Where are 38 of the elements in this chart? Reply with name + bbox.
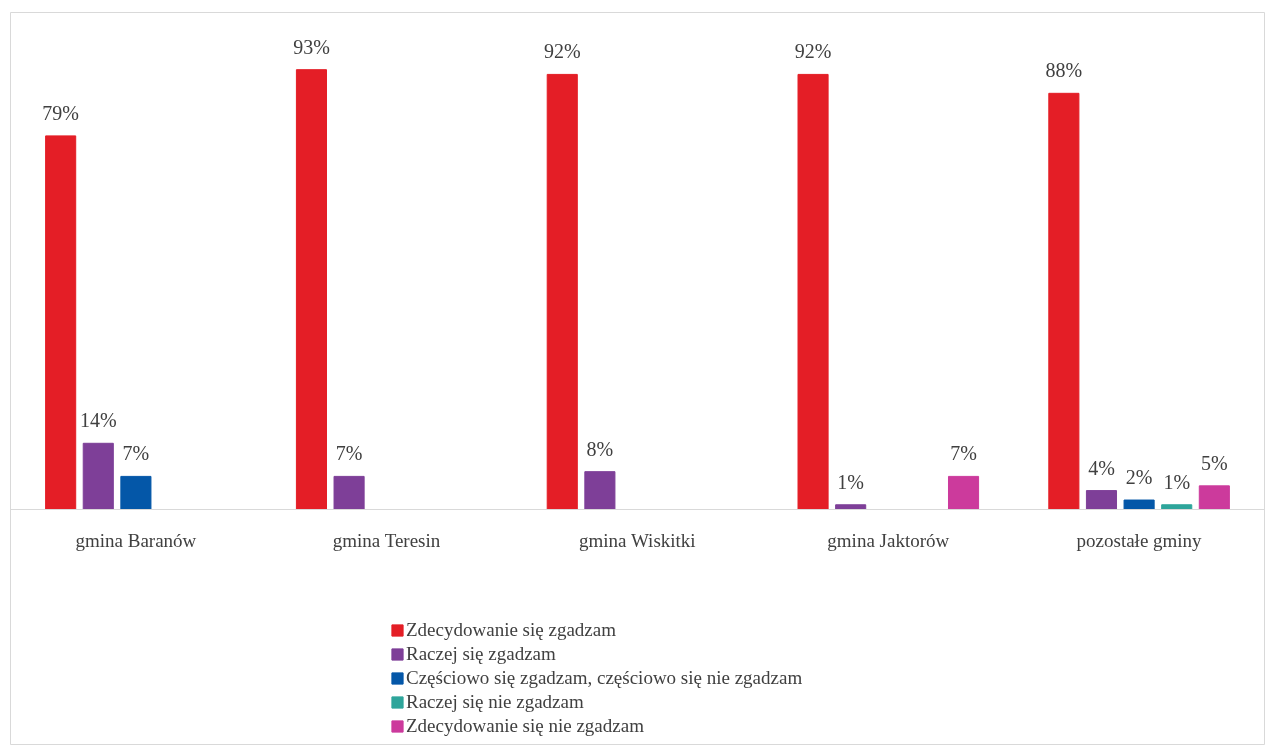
data-label: 2% (1125, 466, 1153, 489)
bar (45, 135, 77, 510)
bar (82, 442, 114, 510)
x-tick-label: gmina Baranów (75, 529, 197, 551)
data-label: 92% (794, 40, 832, 63)
bar (1198, 485, 1230, 510)
legend-label: Częściowo się zgadzam, częściowo się nie zgadzam (406, 667, 803, 689)
bar (1123, 499, 1155, 510)
bar (546, 73, 578, 510)
bar (1048, 92, 1080, 510)
bar (797, 73, 829, 510)
data-label: 1% (837, 470, 865, 493)
x-tick-label: gmina Wiskitki (579, 529, 696, 551)
bar (120, 475, 152, 510)
x-tick-label: gmina Jaktorów (827, 529, 950, 551)
x-tick-label: pozostałe gminy (1076, 529, 1203, 551)
legend-label: Zdecydowanie się nie zgadzam (406, 715, 644, 737)
data-label: 92% (543, 40, 581, 63)
data-label: 4% (1088, 456, 1115, 479)
bar (295, 69, 328, 510)
data-label: 7% (950, 442, 977, 465)
legend-label: Zdecydowanie się zgadzam (406, 619, 616, 641)
data-label: 8% (586, 437, 614, 460)
data-label: 88% (1045, 59, 1083, 82)
legend-label: Raczej się zgadzam (406, 643, 556, 665)
data-label: 14% (79, 409, 117, 432)
data-label: 5% (1201, 451, 1228, 474)
bar (333, 475, 365, 510)
legend-label: Raczej się nie zgadzam (406, 691, 584, 713)
data-label: 1% (1163, 470, 1191, 493)
data-label: 7% (122, 442, 150, 465)
bar (947, 475, 980, 510)
bar (584, 471, 616, 510)
data-label: 79% (42, 101, 79, 124)
bar (1085, 490, 1118, 510)
data-label: 93% (293, 35, 330, 58)
x-tick-label: gmina Teresin (332, 529, 441, 551)
data-label: 7% (335, 442, 363, 465)
